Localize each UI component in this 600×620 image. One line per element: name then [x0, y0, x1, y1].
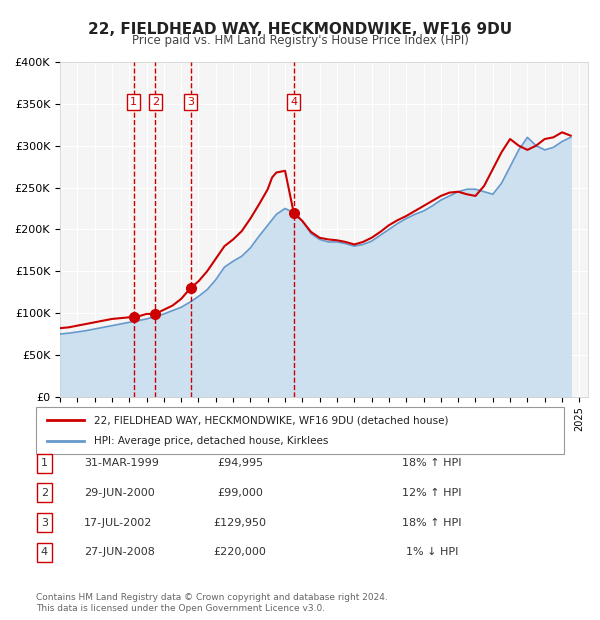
Text: £99,000: £99,000 — [217, 488, 263, 498]
Text: 31-MAR-1999: 31-MAR-1999 — [84, 458, 159, 468]
Text: 4: 4 — [290, 97, 297, 107]
Text: 1: 1 — [130, 97, 137, 107]
Text: 18% ↑ HPI: 18% ↑ HPI — [402, 458, 462, 468]
Text: 4: 4 — [41, 547, 48, 557]
Text: 3: 3 — [187, 97, 194, 107]
Text: 1: 1 — [41, 458, 48, 468]
FancyBboxPatch shape — [37, 484, 52, 502]
Text: 17-JUL-2002: 17-JUL-2002 — [84, 518, 152, 528]
Text: 27-JUN-2008: 27-JUN-2008 — [84, 547, 155, 557]
Text: 22, FIELDHEAD WAY, HECKMONDWIKE, WF16 9DU (detached house): 22, FIELDHEAD WAY, HECKMONDWIKE, WF16 9D… — [94, 415, 449, 425]
Text: 2: 2 — [152, 97, 159, 107]
Text: Price paid vs. HM Land Registry's House Price Index (HPI): Price paid vs. HM Land Registry's House … — [131, 34, 469, 47]
Text: HPI: Average price, detached house, Kirklees: HPI: Average price, detached house, Kirk… — [94, 436, 328, 446]
Text: 3: 3 — [41, 518, 48, 528]
FancyBboxPatch shape — [37, 513, 52, 532]
Text: £94,995: £94,995 — [217, 458, 263, 468]
FancyBboxPatch shape — [36, 407, 564, 454]
FancyBboxPatch shape — [37, 543, 52, 562]
Text: 29-JUN-2000: 29-JUN-2000 — [84, 488, 155, 498]
Text: Contains HM Land Registry data © Crown copyright and database right 2024.
This d: Contains HM Land Registry data © Crown c… — [36, 593, 388, 613]
Text: £220,000: £220,000 — [214, 547, 266, 557]
Text: 2: 2 — [41, 488, 48, 498]
Text: 18% ↑ HPI: 18% ↑ HPI — [402, 518, 462, 528]
Text: 1% ↓ HPI: 1% ↓ HPI — [406, 547, 458, 557]
Text: 22, FIELDHEAD WAY, HECKMONDWIKE, WF16 9DU: 22, FIELDHEAD WAY, HECKMONDWIKE, WF16 9D… — [88, 22, 512, 37]
Text: 12% ↑ HPI: 12% ↑ HPI — [402, 488, 462, 498]
FancyBboxPatch shape — [37, 454, 52, 472]
Text: £129,950: £129,950 — [214, 518, 266, 528]
